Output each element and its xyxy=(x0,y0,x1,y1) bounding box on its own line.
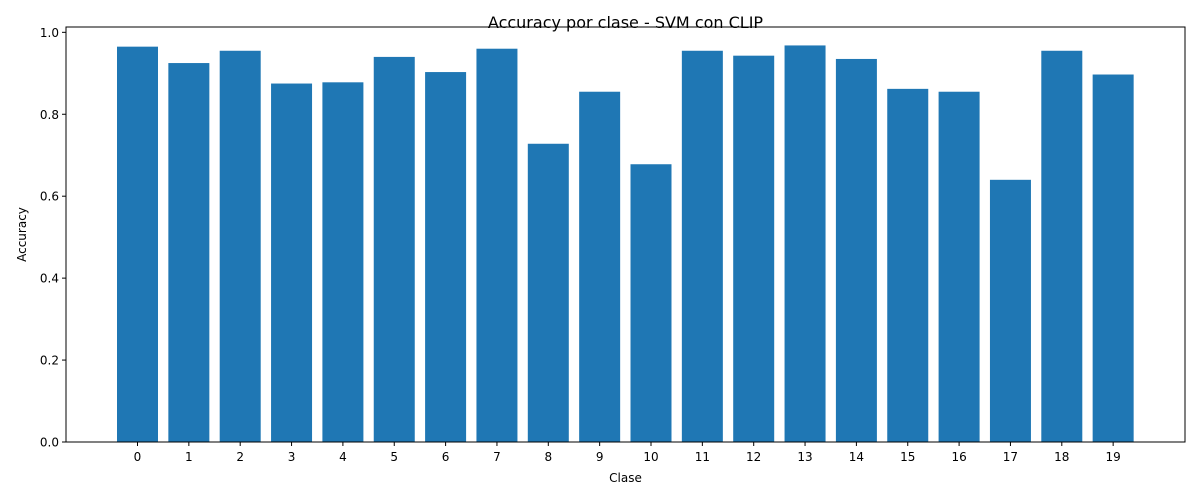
x-tick-label: 9 xyxy=(596,450,604,464)
bar-class-7 xyxy=(476,48,518,443)
y-tick-label: 0.2 xyxy=(40,354,59,368)
x-tick-label: 19 xyxy=(1106,450,1121,464)
bar-class-14 xyxy=(835,58,877,442)
x-tick-label: 5 xyxy=(390,450,398,464)
x-tick-label: 15 xyxy=(900,450,915,464)
bar-class-12 xyxy=(733,55,775,443)
y-tick-label: 0.6 xyxy=(40,190,59,204)
bar-class-4 xyxy=(322,82,364,442)
bar-class-6 xyxy=(425,72,467,442)
bar-class-2 xyxy=(219,50,261,442)
x-tick-label: 14 xyxy=(849,450,864,464)
x-tick-label: 0 xyxy=(134,450,142,464)
bar-class-19 xyxy=(1092,74,1134,443)
bar-class-5 xyxy=(373,56,415,442)
chart-title: Accuracy por clase - SVM con CLIP xyxy=(488,13,764,32)
x-tick-label: 11 xyxy=(695,450,710,464)
bar-class-3 xyxy=(271,83,313,442)
bar-class-9 xyxy=(579,91,621,442)
x-tick-label: 10 xyxy=(643,450,658,464)
bar-class-18 xyxy=(1041,50,1083,442)
bar-class-0 xyxy=(117,46,158,442)
x-tick-label: 6 xyxy=(442,450,450,464)
plot-area-frame xyxy=(65,26,1186,443)
x-tick-label: 18 xyxy=(1054,450,1069,464)
y-axis-label: Accuracy xyxy=(15,207,29,262)
bar-class-17 xyxy=(989,179,1031,442)
y-tick-label: 0.0 xyxy=(40,436,59,450)
x-tick-label: 4 xyxy=(339,450,347,464)
bar-class-11 xyxy=(681,50,723,442)
y-tick-label: 0.8 xyxy=(40,108,59,122)
x-tick-label: 13 xyxy=(797,450,812,464)
x-tick-label: 8 xyxy=(544,450,552,464)
x-tick-label: 17 xyxy=(1003,450,1018,464)
x-tick-label: 7 xyxy=(493,450,501,464)
x-tick-label: 1 xyxy=(185,450,193,464)
x-axis-ticks: 0 1 2 3 4 5 6 7 8 9 10 11 12 13 14 15 16 17 18 19 xyxy=(134,442,1121,464)
bar-class-8 xyxy=(527,143,569,442)
bars-group xyxy=(117,45,1134,443)
x-tick-label: 16 xyxy=(951,450,966,464)
y-tick-label: 0.4 xyxy=(40,272,59,286)
y-axis-ticks: 0.0 0.2 0.4 0.6 0.8 1.0 xyxy=(40,26,66,450)
bar-class-16 xyxy=(938,91,980,442)
bar-class-1 xyxy=(168,63,210,443)
x-tick-label: 3 xyxy=(288,450,296,464)
x-axis-label: Clase xyxy=(609,471,642,485)
y-tick-label: 1.0 xyxy=(40,26,59,40)
bar-class-10 xyxy=(630,164,672,443)
bar-class-13 xyxy=(784,45,826,442)
bar-class-15 xyxy=(887,88,929,443)
x-tick-label: 2 xyxy=(236,450,244,464)
x-tick-label: 12 xyxy=(746,450,761,464)
